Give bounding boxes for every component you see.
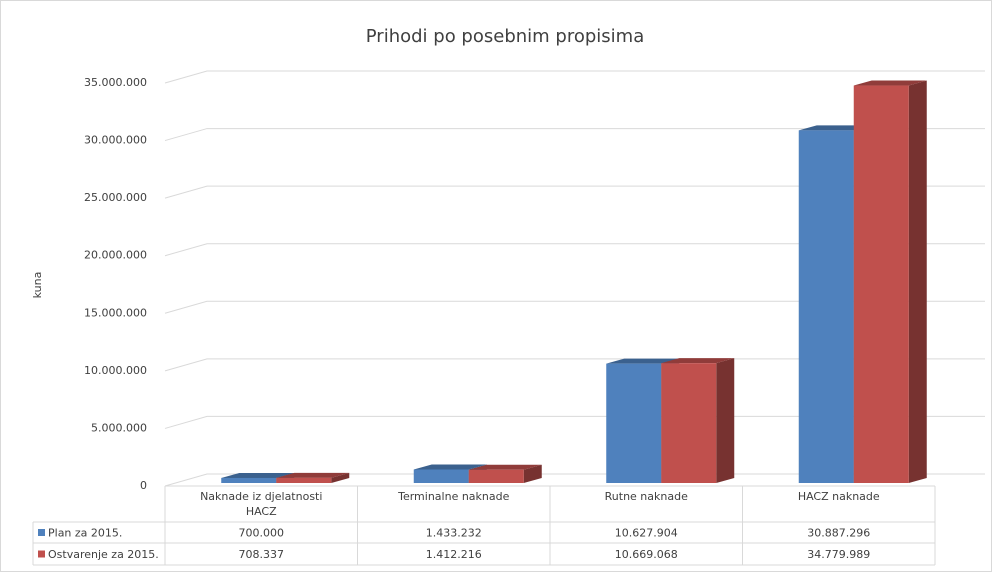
- legend-key: [38, 529, 45, 536]
- y-tick-label: 0: [140, 479, 147, 492]
- value-label: 1.412.216: [426, 548, 482, 561]
- bar: [413, 469, 469, 483]
- y-tick-label: 15.000.000: [84, 306, 147, 319]
- y-tick-label: 20.000.000: [84, 249, 147, 262]
- legend-label: Ostvarenje za 2015.: [48, 548, 159, 561]
- value-label: 700.000: [239, 527, 285, 540]
- bar: [276, 477, 332, 483]
- grid-line: [164, 185, 985, 199]
- bar-side: [716, 358, 735, 483]
- legend-key: [38, 550, 45, 558]
- value-label: 34.779.989: [807, 548, 870, 561]
- bar: [468, 469, 524, 483]
- grid-line: [164, 300, 985, 314]
- chart-title: Prihodi po posebnim propisima: [366, 26, 644, 47]
- grid-line: [164, 128, 985, 142]
- legend-label: Plan za 2015.: [48, 527, 122, 540]
- bar-top: [413, 464, 487, 470]
- bar-top: [221, 472, 295, 478]
- x-tick-label: Rutne naknade: [604, 490, 688, 503]
- bar-side: [523, 464, 542, 483]
- bar-top: [853, 80, 927, 86]
- bar: [798, 130, 854, 483]
- y-axis-title: kuna: [31, 272, 44, 299]
- value-label: 1.433.232: [426, 527, 482, 540]
- bar-top: [798, 125, 872, 131]
- value-label: 10.669.068: [615, 548, 678, 561]
- bar-top: [606, 358, 680, 364]
- bar-top: [276, 472, 350, 478]
- bar-side: [331, 472, 350, 483]
- bar: [853, 85, 909, 484]
- category-cell: Terminalne naknade: [398, 490, 510, 503]
- x-tick-label: Terminalne naknade: [398, 490, 510, 503]
- y-tick-label: 30.000.000: [84, 134, 147, 147]
- bar-side: [908, 80, 927, 484]
- y-tick-label: 35.000.000: [84, 76, 147, 89]
- value-label: 708.337: [239, 548, 285, 561]
- value-label: 30.887.296: [807, 527, 870, 540]
- category-cell: HACZ naknade: [797, 490, 880, 503]
- bar-top: [661, 358, 735, 364]
- bar-top: [468, 464, 542, 470]
- x-tick-label: HACZ naknade: [797, 490, 880, 503]
- y-tick-label: 10.000.000: [84, 364, 147, 377]
- grid-line: [164, 243, 985, 257]
- bar: [606, 363, 662, 483]
- y-tick-label: 5.000.000: [91, 421, 147, 434]
- x-tick-label: Naknade iz djelatnosti HACZ: [200, 490, 323, 518]
- value-label: 10.627.904: [615, 527, 678, 540]
- grid-line: [164, 70, 985, 84]
- category-cell: Rutne naknade: [604, 490, 688, 503]
- y-tick-label: 25.000.000: [84, 191, 147, 204]
- bar: [661, 363, 717, 483]
- bar: [221, 477, 277, 483]
- category-cell: Naknade iz djelatnosti HACZ: [200, 490, 323, 518]
